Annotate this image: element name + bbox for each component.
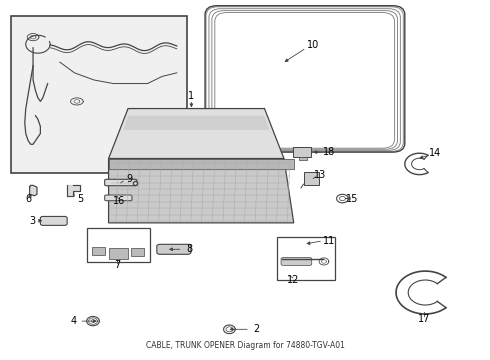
- Text: 3: 3: [29, 216, 36, 226]
- FancyBboxPatch shape: [105, 195, 132, 201]
- FancyBboxPatch shape: [11, 16, 187, 173]
- Polygon shape: [123, 116, 270, 130]
- Text: 7: 7: [114, 260, 121, 270]
- Text: 13: 13: [315, 170, 327, 180]
- Polygon shape: [109, 158, 294, 169]
- Polygon shape: [30, 185, 37, 196]
- FancyBboxPatch shape: [157, 244, 191, 254]
- Bar: [293, 147, 311, 157]
- Text: 1: 1: [188, 91, 195, 101]
- Bar: [298, 157, 307, 160]
- Text: 10: 10: [307, 40, 319, 50]
- FancyBboxPatch shape: [277, 237, 335, 280]
- Polygon shape: [109, 109, 284, 158]
- FancyBboxPatch shape: [281, 257, 312, 265]
- Text: 5: 5: [77, 194, 83, 203]
- FancyBboxPatch shape: [105, 179, 137, 186]
- FancyBboxPatch shape: [87, 228, 150, 262]
- Bar: [92, 247, 105, 255]
- Polygon shape: [109, 158, 294, 223]
- Text: CABLE, TRUNK OPENER Diagram for 74880-TGV-A01: CABLE, TRUNK OPENER Diagram for 74880-TG…: [146, 341, 344, 350]
- Text: 8: 8: [186, 244, 192, 254]
- Text: 16: 16: [113, 196, 125, 206]
- Text: 15: 15: [346, 194, 358, 203]
- FancyBboxPatch shape: [40, 216, 67, 225]
- Text: 4: 4: [71, 316, 76, 326]
- Bar: [304, 172, 319, 185]
- Text: 14: 14: [429, 148, 441, 158]
- Text: 18: 18: [323, 147, 336, 157]
- Bar: [109, 248, 128, 258]
- Text: 2: 2: [253, 324, 260, 334]
- Text: 11: 11: [323, 236, 336, 246]
- Polygon shape: [67, 185, 80, 196]
- Text: 6: 6: [25, 194, 31, 204]
- Bar: [130, 248, 144, 256]
- Text: 9: 9: [126, 174, 132, 184]
- Text: 17: 17: [418, 314, 431, 324]
- Text: 12: 12: [287, 275, 299, 285]
